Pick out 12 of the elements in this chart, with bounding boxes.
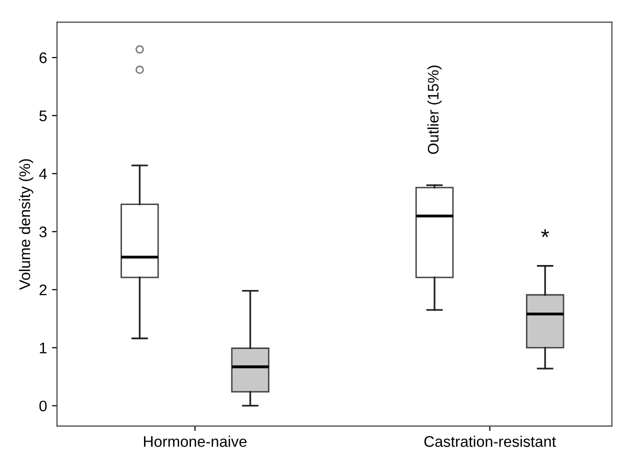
x-tick-label: Hormone-naive: [144, 436, 247, 447]
annotation: *: [541, 229, 550, 238]
y-axis-title: Volume density (%): [18, 159, 34, 290]
y-tick-label: 4: [39, 168, 47, 180]
annotation: Outlier (15%): [427, 66, 442, 154]
y-tick-label: 6: [40, 52, 47, 64]
y-tick-label: 2: [40, 284, 47, 296]
y-tick-label: 1: [40, 342, 47, 354]
x-tick-label: Castration-resistant: [424, 436, 556, 447]
y-tick-label: 3: [39, 226, 47, 238]
y-tick-label: 0: [39, 400, 47, 412]
y-tick-label: 5: [39, 110, 47, 122]
